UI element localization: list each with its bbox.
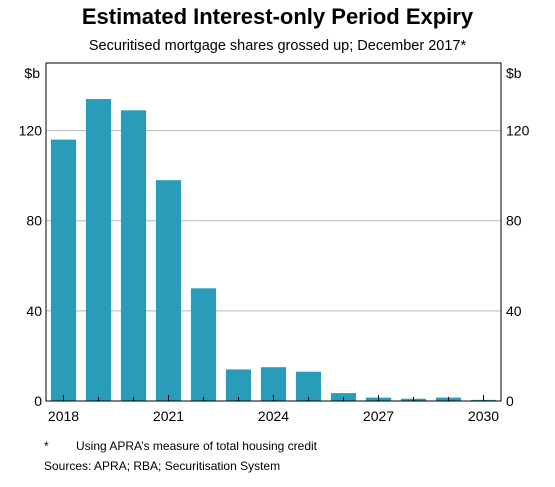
bar-2019 bbox=[85, 99, 112, 401]
y-tick-label-left: 80 bbox=[26, 213, 42, 229]
bar-2025 bbox=[295, 371, 322, 401]
bar-2020 bbox=[120, 110, 147, 401]
chart-notes: * Using APRA’s measure of total housing c… bbox=[44, 436, 317, 476]
sources-line: Sources: APRA; RBA; Securitisation Syste… bbox=[44, 459, 281, 473]
bar-2022 bbox=[190, 288, 217, 401]
chart-subtitle: Securitised mortgage shares grossed up; … bbox=[88, 38, 467, 54]
x-tick-label: 2018 bbox=[48, 408, 79, 424]
y-tick-labels: 0 0 40 40 80 80 120 120 bbox=[19, 123, 530, 409]
footnote-marker: * bbox=[44, 439, 49, 453]
x-ticks: 2018 2021 2024 2027 2030 bbox=[48, 395, 499, 424]
x-tick-label: 2021 bbox=[153, 408, 184, 424]
y-tick-label-right: 40 bbox=[506, 303, 522, 319]
footnote: * Using APRA’s measure of total housing c… bbox=[44, 436, 317, 456]
y-tick-label-left: 120 bbox=[19, 123, 43, 139]
x-tick-label: 2027 bbox=[363, 408, 394, 424]
y-tick-label-left: 40 bbox=[26, 303, 42, 319]
bar-2018 bbox=[50, 139, 77, 401]
y-unit-right: $b bbox=[506, 65, 522, 81]
chart-title: Estimated Interest-only Period Expiry bbox=[81, 4, 474, 29]
footnote-text: Using APRA’s measure of total housing cr… bbox=[76, 439, 318, 453]
y-tick-label-right: 0 bbox=[506, 393, 514, 409]
bar-2021 bbox=[155, 180, 182, 401]
bar-2023 bbox=[225, 369, 252, 401]
plot-frame bbox=[45, 62, 502, 402]
x-tick-label: 2030 bbox=[468, 408, 499, 424]
grid-lines bbox=[46, 130, 501, 312]
y-tick-label-right: 80 bbox=[506, 213, 522, 229]
x-tick-label: 2024 bbox=[258, 408, 289, 424]
bars bbox=[50, 99, 497, 401]
y-unit-left: $b bbox=[24, 65, 40, 81]
y-tick-label-right: 120 bbox=[506, 123, 530, 139]
y-tick-label-left: 0 bbox=[34, 393, 42, 409]
